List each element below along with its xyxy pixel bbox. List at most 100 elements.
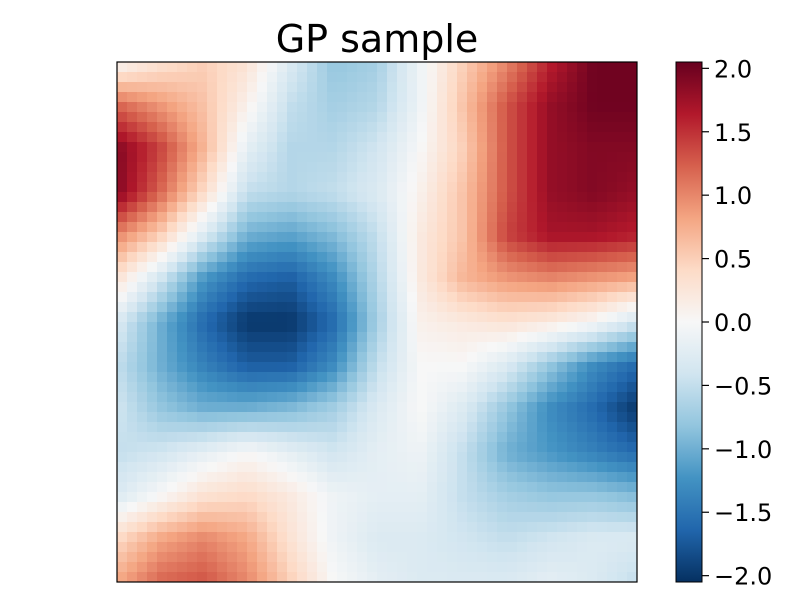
heatmap-cell [217, 372, 228, 383]
heatmap-cell [487, 402, 498, 413]
heatmap-cell [317, 252, 328, 263]
heatmap-cell [247, 152, 258, 163]
heatmap-cell [517, 462, 528, 473]
heatmap-cell [117, 342, 128, 353]
heatmap-cell [157, 222, 168, 233]
heatmap-cell [157, 72, 168, 83]
heatmap-cell [367, 202, 378, 213]
heatmap-cell [387, 172, 398, 183]
heatmap-cell [547, 302, 558, 313]
heatmap-cell [457, 222, 468, 233]
heatmap-cell [537, 252, 548, 263]
heatmap-cell [607, 402, 618, 413]
heatmap-cell [567, 312, 578, 323]
heatmap-cell [437, 212, 448, 223]
heatmap-cell [257, 322, 268, 333]
heatmap-cell [347, 532, 358, 543]
heatmap-cell [317, 242, 328, 253]
heatmap-cell [397, 322, 408, 333]
heatmap-cell [537, 182, 548, 193]
heatmap-cell [607, 472, 618, 483]
heatmap-cell [457, 492, 468, 503]
heatmap-cell [517, 322, 528, 333]
heatmap-cell [287, 282, 298, 293]
heatmap-cell [607, 162, 618, 173]
heatmap-cell [167, 542, 178, 553]
heatmap-cell [187, 472, 198, 483]
heatmap-cell [367, 182, 378, 193]
heatmap-cell [507, 252, 518, 263]
heatmap-cell [407, 362, 418, 373]
heatmap-cell [407, 252, 418, 263]
heatmap-cell [337, 212, 348, 223]
heatmap-cell [267, 282, 278, 293]
heatmap-cell [127, 82, 138, 93]
heatmap-cell [297, 172, 308, 183]
heatmap-cell [177, 382, 188, 393]
heatmap-cell [117, 402, 128, 413]
heatmap-cell [277, 152, 288, 163]
heatmap-cell [497, 192, 508, 203]
heatmap-cell [207, 492, 218, 503]
heatmap-cell [337, 512, 348, 523]
heatmap-cell [277, 382, 288, 393]
heatmap-cell [387, 222, 398, 233]
heatmap-cell [537, 102, 548, 113]
heatmap-cell [577, 172, 588, 183]
heatmap-cell [267, 532, 278, 543]
heatmap-cell [207, 62, 218, 73]
heatmap-cell [487, 152, 498, 163]
heatmap-cell [507, 62, 518, 73]
heatmap-cell [557, 552, 568, 563]
heatmap-cell [427, 572, 438, 582]
heatmap-cell [607, 512, 618, 523]
heatmap-cell [347, 462, 358, 473]
heatmap-cell [247, 272, 258, 283]
heatmap-cell [357, 392, 368, 403]
heatmap-cell [247, 452, 258, 463]
heatmap-cell [227, 232, 238, 243]
heatmap-cell [377, 302, 388, 313]
heatmap-cell [167, 62, 178, 73]
heatmap-cell [477, 392, 488, 403]
heatmap-cell [317, 482, 328, 493]
heatmap-cell [427, 112, 438, 123]
heatmap-cell [587, 542, 598, 553]
heatmap-cell [207, 72, 218, 83]
heatmap-cell [467, 542, 478, 553]
heatmap-cell [567, 152, 578, 163]
heatmap-cell [277, 82, 288, 93]
heatmap-cell [167, 302, 178, 313]
heatmap-cell [547, 322, 558, 333]
heatmap-cell [137, 512, 148, 523]
heatmap-cell [417, 362, 428, 373]
heatmap-cell [477, 372, 488, 383]
heatmap-cell [157, 502, 168, 513]
heatmap-cell [207, 312, 218, 323]
heatmap-cell [477, 142, 488, 153]
heatmap-cell [137, 522, 148, 533]
heatmap-cell [257, 472, 268, 483]
heatmap-cell [457, 552, 468, 563]
heatmap-cell [597, 542, 608, 553]
heatmap-cell [507, 372, 518, 383]
heatmap-cell [587, 332, 598, 343]
heatmap-cell [347, 572, 358, 582]
heatmap-cell [277, 62, 288, 73]
heatmap-cell [307, 172, 318, 183]
heatmap-cell [167, 312, 178, 323]
heatmap-cell [407, 392, 418, 403]
heatmap-cell [417, 312, 428, 323]
heatmap-cell [287, 422, 298, 433]
heatmap-cell [497, 402, 508, 413]
heatmap-cell [287, 252, 298, 263]
heatmap-cell [397, 402, 408, 413]
heatmap-cell [397, 432, 408, 443]
heatmap-cell [547, 282, 558, 293]
heatmap-cell [197, 72, 208, 83]
heatmap-cell [537, 432, 548, 443]
heatmap-cell [497, 222, 508, 233]
heatmap-cell [427, 172, 438, 183]
heatmap-cell [307, 492, 318, 503]
heatmap-cell [287, 272, 298, 283]
